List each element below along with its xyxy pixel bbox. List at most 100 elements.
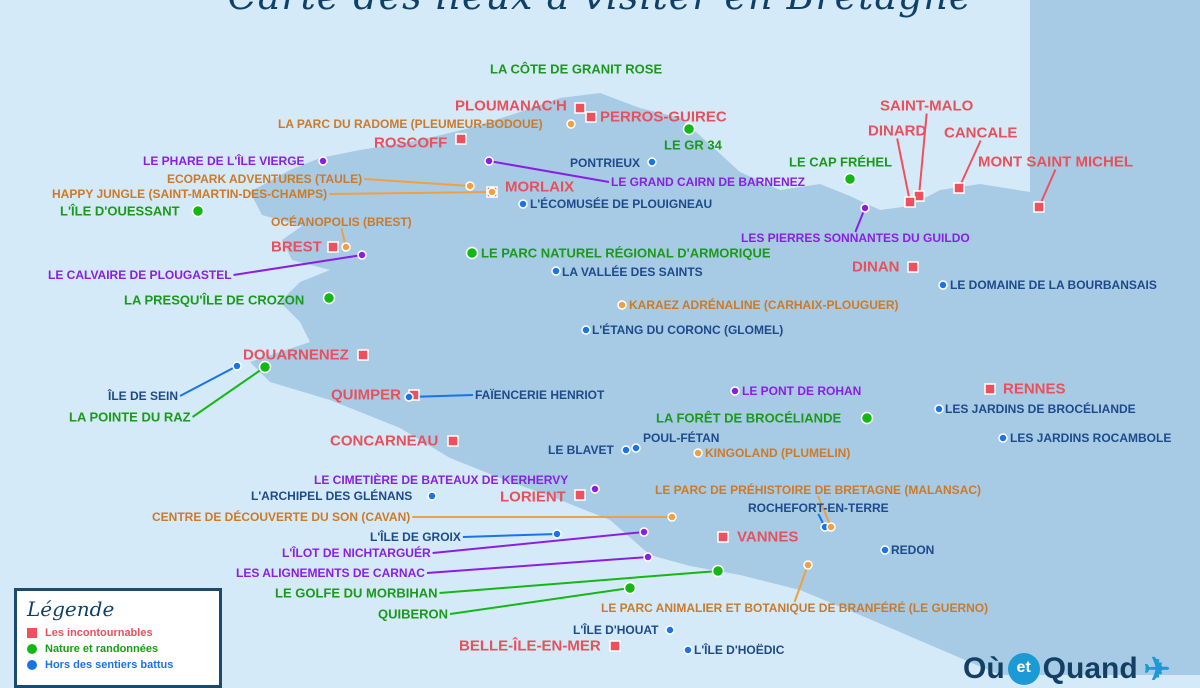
- dot-marker-l-archipel-des-glenans: [427, 491, 437, 501]
- place-label-la-presqu-ile-de-crozon: LA PRESQU'ÎLE DE CROZON: [124, 292, 305, 308]
- dot-marker-le-parc-animalier-et-botanique-de-branfere-le-guerno: [803, 560, 813, 570]
- place-label-l-ile-de-groix: L'ÎLE DE GROIX: [370, 530, 461, 544]
- dot-marker-l-ecomusee-de-plouigneau: [518, 199, 528, 209]
- square-marker-concarneau: [447, 435, 459, 447]
- legend-title: Légende: [27, 597, 115, 621]
- square-marker-saint-malo: [913, 190, 925, 202]
- dot-marker-kingoland-plumelin: [693, 448, 703, 458]
- logo-ou-et-quand: Où et Quand ✈: [963, 650, 1170, 688]
- leader-line-ecopark-adventures-taule: [364, 178, 471, 187]
- blue-dot-icon: [27, 660, 37, 670]
- dot-marker-le-gr-34: [682, 122, 696, 136]
- dot-marker-centre-de-decouverte-du-son-cavan: [667, 512, 677, 522]
- place-label-quimper: QUIMPER: [331, 386, 402, 404]
- dot-marker-l-ilot-de-nichtarguer: [639, 527, 649, 537]
- dot-marker-ile-de-sein: [232, 361, 242, 371]
- place-label-karaez-adrenaline-carhaix-plouguer: KARAEZ ADRÉNALINE (CARHAIX-PLOUGUER): [629, 298, 899, 312]
- leader-line-l-ilot-de-nichtarguer: [432, 531, 645, 554]
- leader-line-les-alignements-de-carnac: [426, 556, 649, 574]
- place-label-l-etang-du-coronc-glomel: L'ÉTANG DU CORONC (GLOMEL): [592, 323, 784, 337]
- leader-line-l-ile-de-groix: [462, 533, 558, 538]
- place-label-le-parc-naturel-regional-d-armorique: LE PARC NATUREL RÉGIONAL D'ARMORIQUE: [481, 245, 771, 261]
- leader-line-le-golfe-du-morbihan: [439, 570, 719, 594]
- place-label-la-cote-de-granit-rose: LA CÔTE DE GRANIT ROSE: [490, 61, 663, 77]
- place-label-le-domaine-de-la-bourbansais: LE DOMAINE DE LA BOURBANSAIS: [950, 278, 1157, 292]
- place-label-le-pont-de-rohan: LE PONT DE ROHAN: [742, 384, 862, 398]
- place-label-dinard: DINARD: [868, 122, 927, 140]
- leader-line-quiberon: [449, 587, 631, 615]
- place-label-quiberon: QUIBERON: [378, 606, 449, 622]
- place-label-les-jardins-de-broceliande: LES JARDINS DE BROCÉLIANDE: [945, 402, 1136, 416]
- place-label-cancale: CANCALE: [944, 124, 1018, 142]
- leader-line-le-grand-cairn-de-barnenez: [488, 160, 610, 183]
- legend-label: Les incontournables: [45, 627, 153, 639]
- square-marker-dinard: [904, 196, 916, 208]
- dot-marker-le-grand-cairn-de-barnenez: [484, 156, 494, 166]
- dot-marker-les-jardins-rocambole: [998, 433, 1008, 443]
- square-marker-roscoff: [455, 133, 467, 145]
- dot-marker-la-foret-de-broceliande: [860, 411, 874, 425]
- place-label-oceanopolis-brest: OCÉANOPOLIS (BREST): [271, 215, 412, 229]
- place-label-dinan: DINAN: [852, 258, 900, 276]
- dot-marker-happy-jungle-saint-martin-des-champs: [487, 187, 497, 197]
- place-label-brest: BREST: [271, 238, 322, 256]
- dot-marker-le-parc-de-prehistoire-de-bretagne-malansac: [826, 522, 836, 532]
- place-label-morlaix: MORLAIX: [505, 178, 575, 196]
- dot-marker-l-ile-d-houat: [665, 625, 675, 635]
- dot-marker-les-pierres-sonnantes-du-guildo: [860, 203, 870, 213]
- dot-marker-le-cap-frehel: [843, 172, 857, 186]
- place-label-centre-de-decouverte-du-son-cavan: CENTRE DE DÉCOUVERTE DU SON (CAVAN): [152, 510, 411, 524]
- place-label-ile-de-sein: ÎLE DE SEIN: [108, 389, 179, 403]
- dot-marker-poul-fetan: [631, 443, 641, 453]
- square-marker-rennes: [984, 383, 996, 395]
- place-label-les-alignements-de-carnac: LES ALIGNEMENTS DE CARNAC: [236, 566, 425, 580]
- dot-marker-le-pont-de-rohan: [730, 386, 740, 396]
- place-label-mont-saint-michel: MONT SAINT MICHEL: [978, 153, 1133, 171]
- place-label-l-archipel-des-glenans: L'ARCHIPEL DES GLÉNANS: [251, 489, 413, 503]
- place-label-la-vallee-des-saints: LA VALLÉE DES SAINTS: [562, 265, 703, 279]
- place-label-roscoff: ROSCOFF: [374, 134, 448, 152]
- leader-line-cancale: [958, 140, 982, 189]
- logo-et: et: [1007, 653, 1040, 685]
- place-label-faiencerie-henriot: FAÏENCERIE HENRIOT: [475, 388, 605, 402]
- place-label-le-cimetiere-de-bateaux-de-kerhervy: LE CIMETIÈRE DE BATEAUX DE KERHERVY: [314, 473, 569, 487]
- square-marker-lorient: [574, 489, 586, 501]
- dot-marker-l-etang-du-coronc-glomel: [581, 325, 591, 335]
- place-label-saint-malo: SAINT-MALO: [880, 97, 974, 115]
- place-label-la-pointe-du-raz: LA POINTE DU RAZ: [69, 409, 191, 425]
- dot-marker-la-parc-du-radome-pleumeur-bodoue: [566, 119, 576, 129]
- dot-marker-redon: [880, 545, 890, 555]
- place-label-concarneau: CONCARNEAU: [330, 432, 439, 450]
- place-label-redon: REDON: [891, 543, 935, 557]
- place-label-l-ile-d-ouessant: L'ÎLE D'OUESSANT: [60, 203, 180, 219]
- dot-marker-le-domaine-de-la-bourbansais: [938, 280, 948, 290]
- place-label-vannes: VANNES: [737, 528, 799, 546]
- place-label-douarnenez: DOUARNENEZ: [243, 346, 349, 364]
- place-label-belle-ile-en-mer: BELLE-ÎLE-EN-MER: [459, 637, 601, 655]
- legend-label: Hors des sentiers battus: [45, 659, 174, 671]
- square-marker-belle-ile-en-mer: [609, 640, 621, 652]
- place-label-rennes: RENNES: [1003, 380, 1066, 398]
- airplane-icon: ✈: [1143, 651, 1171, 687]
- place-label-le-grand-cairn-de-barnenez: LE GRAND CAIRN DE BARNENEZ: [611, 175, 806, 189]
- place-label-les-jardins-rocambole: LES JARDINS ROCAMBOLE: [1010, 431, 1172, 445]
- place-label-poul-fetan: POUL-FÉTAN: [643, 431, 720, 445]
- dot-marker-le-phare-de-l-ile-vierge: [318, 156, 328, 166]
- square-marker-cancale: [953, 182, 965, 194]
- place-label-le-parc-animalier-et-botanique-de-branfere-le-guerno: LE PARC ANIMALIER ET BOTANIQUE DE BRANFÉ…: [601, 601, 989, 615]
- place-label-le-golfe-du-morbihan: LE GOLFE DU MORBIHAN: [275, 585, 438, 601]
- place-label-l-ilot-de-nichtarguer: L'ÎLOT DE NICHTARGUÉR: [282, 546, 431, 560]
- square-marker-douarnenez: [357, 349, 369, 361]
- land-brittany: [250, 0, 1200, 675]
- place-label-kingoland-plumelin: KINGOLAND (PLUMELIN): [705, 446, 851, 460]
- place-label-le-cap-frehel: LE CAP FRÉHEL: [789, 154, 893, 170]
- legend-label: Nature et randonnées: [45, 643, 159, 655]
- dot-marker-les-jardins-de-broceliande: [934, 404, 944, 414]
- dot-marker-l-ile-d-hoedic: [683, 645, 693, 655]
- dot-marker-oceanopolis-brest: [341, 242, 351, 252]
- red-square-icon: [27, 628, 37, 638]
- dot-marker-le-calvaire-de-plougastel: [357, 250, 367, 260]
- place-label-la-parc-du-radome-pleumeur-bodoue: LA PARC DU RADOME (PLEUMEUR-BODOUE): [278, 117, 543, 131]
- dot-marker-faiencerie-henriot: [404, 392, 414, 402]
